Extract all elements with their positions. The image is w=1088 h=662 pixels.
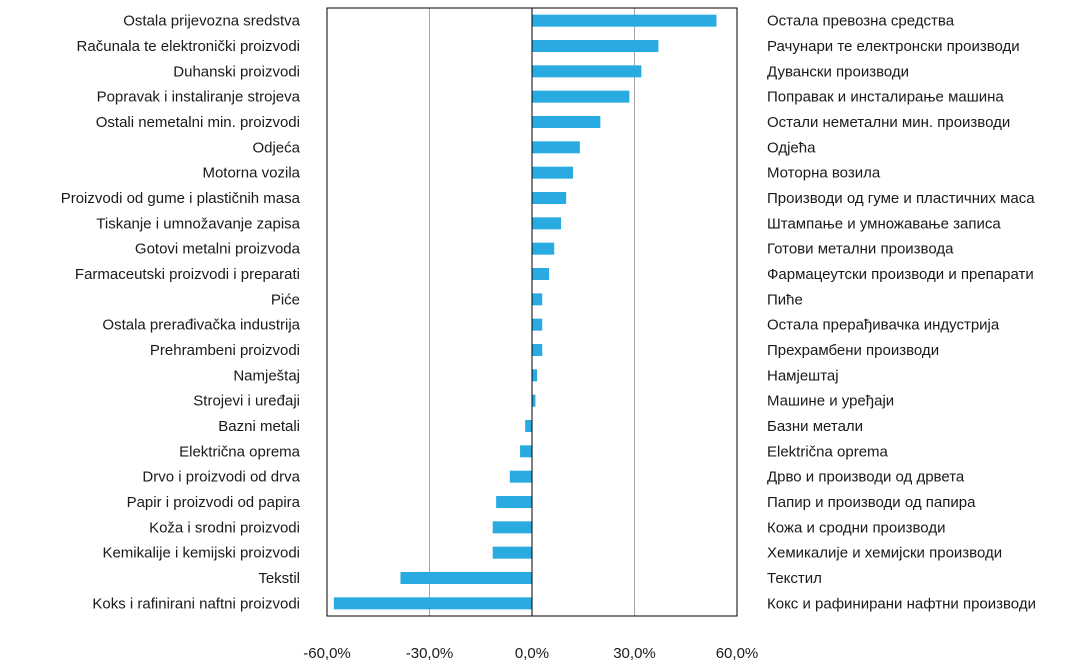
bar bbox=[532, 40, 659, 52]
category-label: Strojevi i uređaji bbox=[193, 393, 300, 410]
category-label: Duhanski proizvodi bbox=[173, 63, 300, 80]
category-label: Prehrambeni proizvodi bbox=[150, 342, 300, 359]
category-label: Računala te elektronički proizvodi bbox=[77, 38, 300, 55]
bar bbox=[532, 14, 717, 27]
category-label-secondary: Штампање и умножавање записа bbox=[767, 215, 1001, 232]
category-label-secondary: Базни метали bbox=[767, 418, 863, 435]
category-label: Ostala prerađivačka industrija bbox=[102, 317, 300, 334]
category-label: Popravak i instaliranje strojeva bbox=[97, 89, 301, 106]
category-label: Tiskanje i umnožavanje zapisa bbox=[96, 215, 300, 232]
category-labels-left: Ostala prijevozna sredstva Računala te el… bbox=[61, 13, 301, 613]
bar bbox=[532, 242, 555, 255]
category-label-secondary: Остали неметални мин. производи bbox=[767, 114, 1010, 131]
category-label: Motorna vozila bbox=[202, 165, 300, 182]
bar bbox=[532, 217, 562, 230]
category-label-secondary: Моторна возила bbox=[767, 165, 881, 182]
bar bbox=[532, 141, 580, 154]
bar bbox=[532, 394, 536, 407]
category-label: Ostali nemetalni min. proizvodi bbox=[96, 114, 300, 131]
bar bbox=[525, 420, 532, 432]
category-label-secondary: Поправак и инсталирање машина bbox=[767, 89, 1004, 106]
category-label-secondary: Кожа и сродни производи bbox=[767, 519, 945, 536]
bar bbox=[492, 521, 532, 534]
category-label-secondary: Остала превозна средства bbox=[767, 13, 955, 30]
bar bbox=[532, 318, 543, 331]
category-label: Farmaceutski proizvodi i preparati bbox=[75, 266, 300, 283]
category-label: Tekstil bbox=[258, 570, 300, 587]
bar bbox=[333, 597, 532, 610]
x-tick-label: 0,0% bbox=[515, 645, 549, 662]
category-label: Koks i rafinirani naftni proizvodi bbox=[92, 595, 300, 612]
category-label: Koža i srodni proizvodi bbox=[149, 519, 300, 536]
category-label: Kemikalije i kemijski proizvodi bbox=[102, 545, 300, 562]
bar bbox=[509, 470, 532, 483]
category-label: Drvo i proizvodi od drva bbox=[142, 469, 300, 486]
category-label-secondary: Готови метални производа bbox=[767, 241, 954, 258]
category-label-secondary: Папир и производи од папира bbox=[767, 494, 976, 511]
category-labels-right: Остала превозна средства Рачунари те елек… bbox=[767, 13, 1036, 613]
category-label: Bazni metali bbox=[218, 418, 300, 435]
category-label-secondary: Остала прерађивачка индустрија bbox=[767, 317, 1000, 334]
category-label-secondary: Рачунари те електронски производи bbox=[767, 38, 1020, 55]
bar bbox=[532, 268, 550, 280]
category-label: Gotovi metalni proizvoda bbox=[135, 241, 301, 258]
category-label-secondary: Одјећа bbox=[767, 139, 816, 156]
bar bbox=[520, 445, 532, 458]
bar bbox=[532, 344, 543, 356]
category-label-secondary: Прехрамбени производи bbox=[767, 342, 939, 359]
x-tick-label: 30,0% bbox=[613, 645, 656, 662]
bar bbox=[532, 65, 642, 78]
bar bbox=[400, 572, 532, 584]
category-label-secondary: Машине и уређаји bbox=[767, 393, 894, 410]
category-label: Ostala prijevozna sredstva bbox=[123, 13, 300, 30]
category-label-secondary: Фармацеутски производи и препарати bbox=[767, 266, 1034, 283]
gridlines bbox=[429, 8, 635, 616]
bar bbox=[532, 369, 538, 382]
category-label: Papir i proizvodi od papira bbox=[127, 494, 301, 511]
category-label-secondary: Хемикалије и хемијски производи bbox=[767, 545, 1002, 562]
category-label: Namještaj bbox=[233, 367, 300, 384]
category-label: Proizvodi od gume i plastičnih masa bbox=[61, 190, 301, 207]
category-label-secondary: Električna oprema bbox=[767, 443, 889, 460]
bar bbox=[532, 166, 573, 179]
category-label-secondary: Дувански производи bbox=[767, 63, 909, 80]
category-label: Električna oprema bbox=[179, 443, 301, 460]
plot-frame bbox=[326, 7, 738, 617]
x-tick-label: -30,0% bbox=[406, 645, 454, 662]
bar bbox=[532, 293, 543, 306]
category-label-secondary: Кокс и рафинирани нафтни производи bbox=[767, 595, 1036, 612]
bar bbox=[492, 546, 532, 559]
category-label: Odjeća bbox=[252, 139, 300, 156]
category-label-secondary: Производи од гуме и пластичних маса bbox=[767, 190, 1035, 207]
x-tick-labels: -60,0% -30,0% 0,0% 30,0% 60,0% bbox=[303, 645, 758, 662]
category-label-secondary: Текстил bbox=[767, 570, 822, 587]
x-tick-label: 60,0% bbox=[716, 645, 759, 662]
bar bbox=[496, 496, 532, 508]
bar bbox=[532, 116, 601, 128]
bar bbox=[532, 90, 630, 103]
category-label-secondary: Пиће bbox=[767, 291, 803, 308]
category-label-secondary: Дрво и производи од дрвета bbox=[767, 469, 965, 486]
bars bbox=[333, 14, 717, 610]
x-tick-label: -60,0% bbox=[303, 645, 351, 662]
bar bbox=[532, 192, 567, 204]
category-label-secondary: Намјештај bbox=[767, 367, 839, 384]
category-label: Piće bbox=[271, 291, 300, 308]
